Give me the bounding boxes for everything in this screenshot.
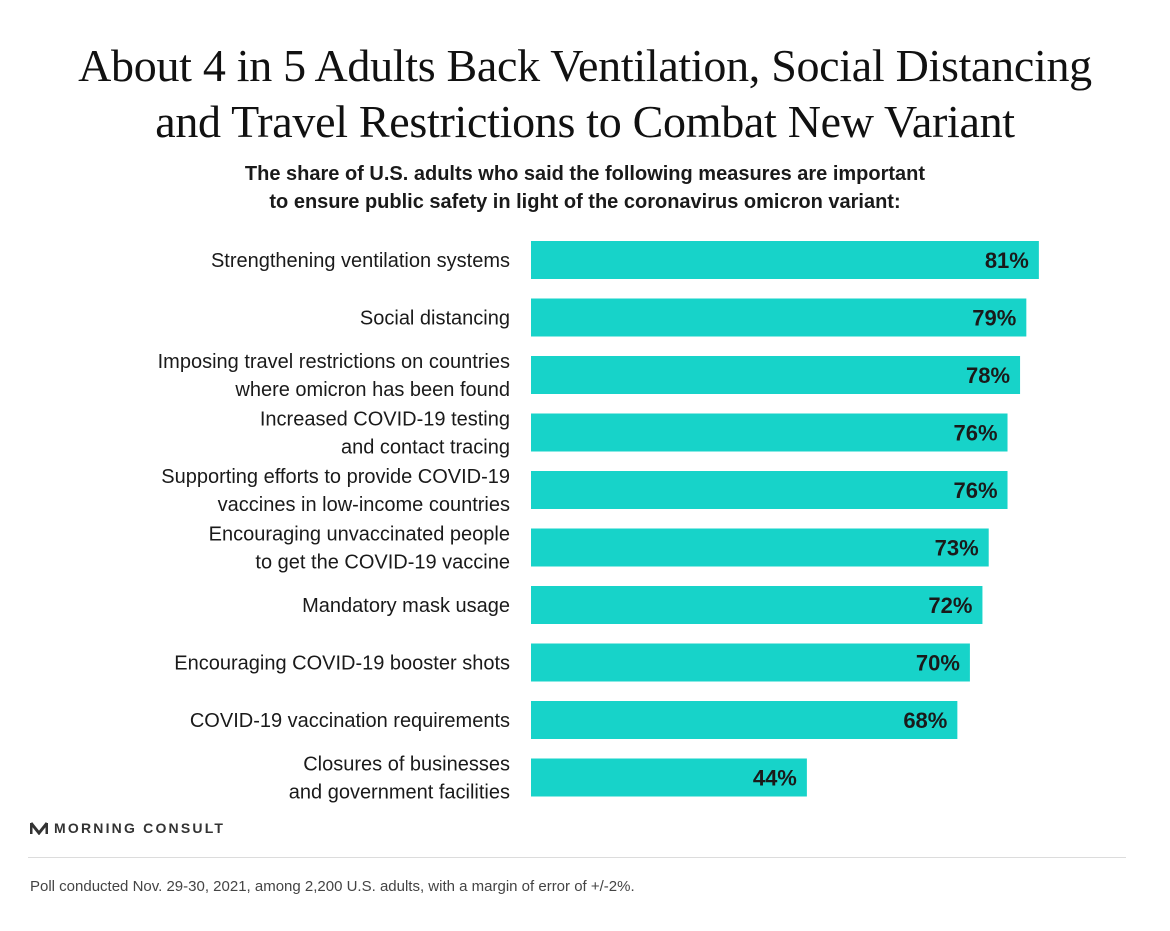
morning-consult-logo-icon (30, 821, 48, 835)
value-label-8: 68% (903, 708, 947, 733)
bar-2 (531, 356, 1021, 394)
category-label-6-line-0: Mandatory mask usage (302, 595, 510, 617)
category-label-8-line-0: COVID-19 vaccination requirements (190, 710, 510, 732)
chart-subtitle-line-1: The share of U.S. adults who said the fo… (244, 163, 926, 185)
bar-3 (531, 413, 1008, 452)
category-label-1-line-0: Social distancing (360, 308, 510, 330)
value-label-1: 79% (972, 306, 1016, 331)
brand-name: MORNING CONSULT (54, 820, 226, 836)
value-label-2: 78% (966, 363, 1010, 388)
bar-9 (531, 758, 807, 797)
value-label-3: 76% (953, 421, 997, 446)
value-label-7: 70% (916, 651, 960, 676)
category-label-4-line-0: Supporting efforts to provide COVID-19 (161, 466, 510, 488)
category-label-0-line-0: Strengthening ventilation systems (211, 250, 510, 272)
category-label-5-line-1: to get the COVID-19 vaccine (255, 552, 510, 574)
bar-6 (531, 586, 983, 624)
value-label-0: 81% (985, 248, 1029, 273)
chart-title: About 4 in 5 Adults Back Ventilation, So… (0, 38, 1170, 150)
value-label-9: 44% (753, 766, 797, 791)
footnote: Poll conducted Nov. 29-30, 2021, among 2… (30, 878, 635, 895)
footer-divider (28, 857, 1126, 858)
bar-5 (531, 528, 989, 567)
category-label-3-line-1: and contact tracing (341, 437, 510, 459)
category-label-9-line-0: Closures of businesses (303, 754, 510, 776)
bar-7 (531, 643, 970, 682)
value-label-5: 73% (935, 536, 979, 561)
bar-4 (531, 471, 1008, 509)
category-label-2-line-0: Imposing travel restrictions on countrie… (158, 351, 510, 373)
bar-chart: 81% Strengthening ventilation systems 79% S… (158, 241, 1039, 804)
chart-title-line-1: About 4 in 5 Adults Back Ventilation, So… (78, 40, 1092, 91)
chart-title-line-2: and Travel Restrictions to Combat New Va… (155, 96, 1015, 147)
bar-1 (531, 298, 1027, 337)
category-label-2-line-1: where omicron has been found (234, 379, 510, 401)
bar-0 (531, 241, 1039, 279)
category-label-4-line-1: vaccines in low-income countries (218, 494, 510, 516)
chart-subtitle-line-2: to ensure public safety in light of the … (269, 191, 901, 213)
bar-8 (531, 701, 958, 739)
category-label-7-line-0: Encouraging COVID-19 booster shots (174, 653, 510, 675)
category-label-5-line-0: Encouraging unvaccinated people (209, 524, 510, 546)
category-label-3-line-0: Increased COVID-19 testing (260, 409, 510, 431)
category-label-9-line-1: and government facilities (289, 782, 510, 804)
value-label-6: 72% (928, 593, 972, 618)
chart-subtitle: The share of U.S. adults who said the fo… (0, 160, 1170, 216)
value-label-4: 76% (953, 478, 997, 503)
brand: MORNING CONSULT (30, 818, 225, 838)
